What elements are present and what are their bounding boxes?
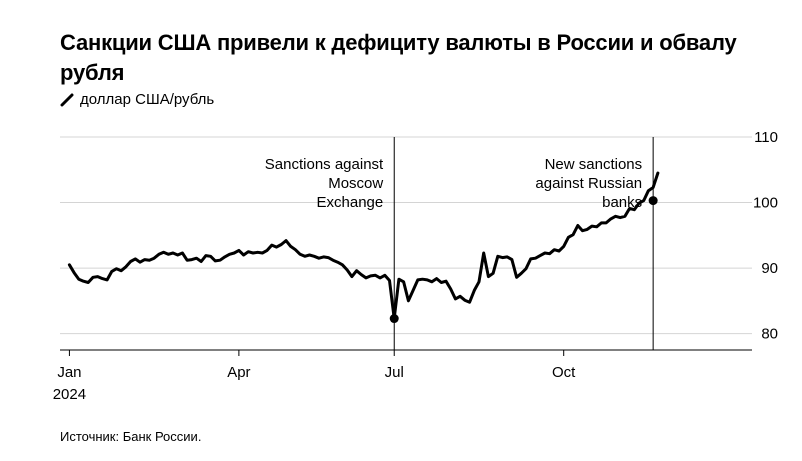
x-tick-label: Apr [227, 364, 250, 381]
annotation-marker [389, 314, 399, 324]
x-tick-sublabel: 2024 [53, 386, 86, 403]
y-tick-label: 110 [754, 129, 778, 146]
annotation-marker [648, 196, 658, 206]
x-tick-label: Jan [57, 364, 81, 381]
annotation-label: banks [602, 194, 642, 211]
legend-label: доллар США/рубль [80, 91, 215, 108]
chart-title: Санкции США привели к дефициту валюты в … [60, 30, 737, 85]
legend-line-icon [60, 93, 74, 106]
series-line [67, 171, 660, 320]
annotation-label: Moscow [328, 175, 383, 192]
annotation-label: New sanctions [545, 156, 643, 173]
x-tick-label: Oct [552, 364, 576, 381]
x-tick-label: Jul [385, 364, 404, 381]
annotation-label: against Russian [535, 175, 642, 192]
y-tick-label: 100 [753, 195, 778, 212]
legend: доллар США/рубль [60, 91, 214, 108]
annotation-label: Exchange [317, 194, 384, 211]
y-tick-label: 80 [761, 326, 778, 343]
annotation-label: Sanctions against [265, 156, 384, 173]
y-tick-label: 90 [761, 260, 778, 277]
source-note: Источник: Банк России. [60, 429, 202, 444]
